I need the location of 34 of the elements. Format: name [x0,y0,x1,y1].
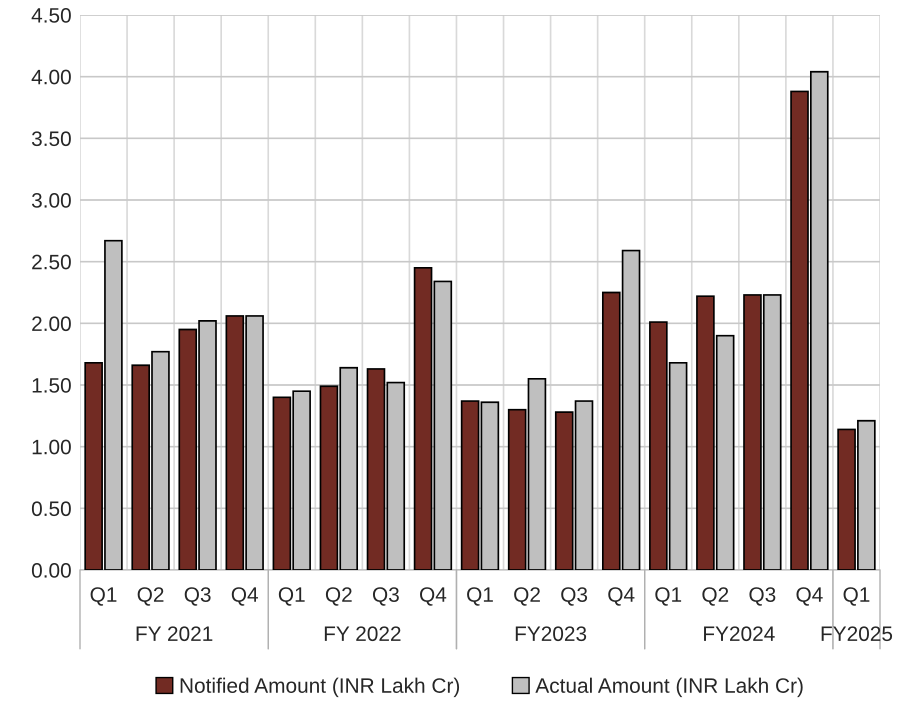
x-tick-label: Q3 [372,587,399,606]
y-tick-label: 0.00 [32,563,71,578]
y-tick-label: 3.00 [32,193,71,208]
y-tick-label: 4.00 [32,70,71,84]
x-tick-label: Q1 [90,587,116,606]
text: FY 2021 [136,626,212,642]
y-tick-label: 2.00 [32,316,71,332]
y-tick-label: 2.50 [32,254,71,270]
x-tick-label: Q4 [608,587,634,606]
x-tick-label: Q4 [420,587,446,606]
x-tick-label: Q3 [749,587,776,606]
x-tick-label: Q1 [278,587,305,606]
x-tick-label: Q3 [184,587,211,606]
x-tick-label: Q3 [561,587,588,606]
x-tick-label: Q2 [702,587,728,606]
x-tick-label: Q1 [467,587,493,606]
x-tick-label: Q1 [844,587,870,606]
y-tick-label: 4.50 [32,8,71,23]
x-tick-label: Q2 [138,587,164,606]
text: FY2025 [822,626,892,642]
text: FY2024 [704,626,775,642]
y-tick-label: 1.50 [32,378,71,393]
y-tick-label: 3.50 [32,131,71,146]
legend-label: Actual Amount (INR Lakh Cr) [535,678,803,698]
x-tick-label: Q2 [326,587,352,606]
x-tick-label: Q4 [796,587,823,606]
x-tick-label: Q1 [655,587,682,606]
legend-label: Notified Amount (INR Lakh Cr) [180,678,460,698]
x-tick-label: Q4 [232,587,258,606]
y-tick-label: 0.50 [32,501,71,516]
x-tick-label: Q2 [514,587,540,606]
y-tick-label: 1.00 [32,440,71,454]
text: FY2023 [516,626,586,642]
text: FY 2022 [324,626,401,642]
